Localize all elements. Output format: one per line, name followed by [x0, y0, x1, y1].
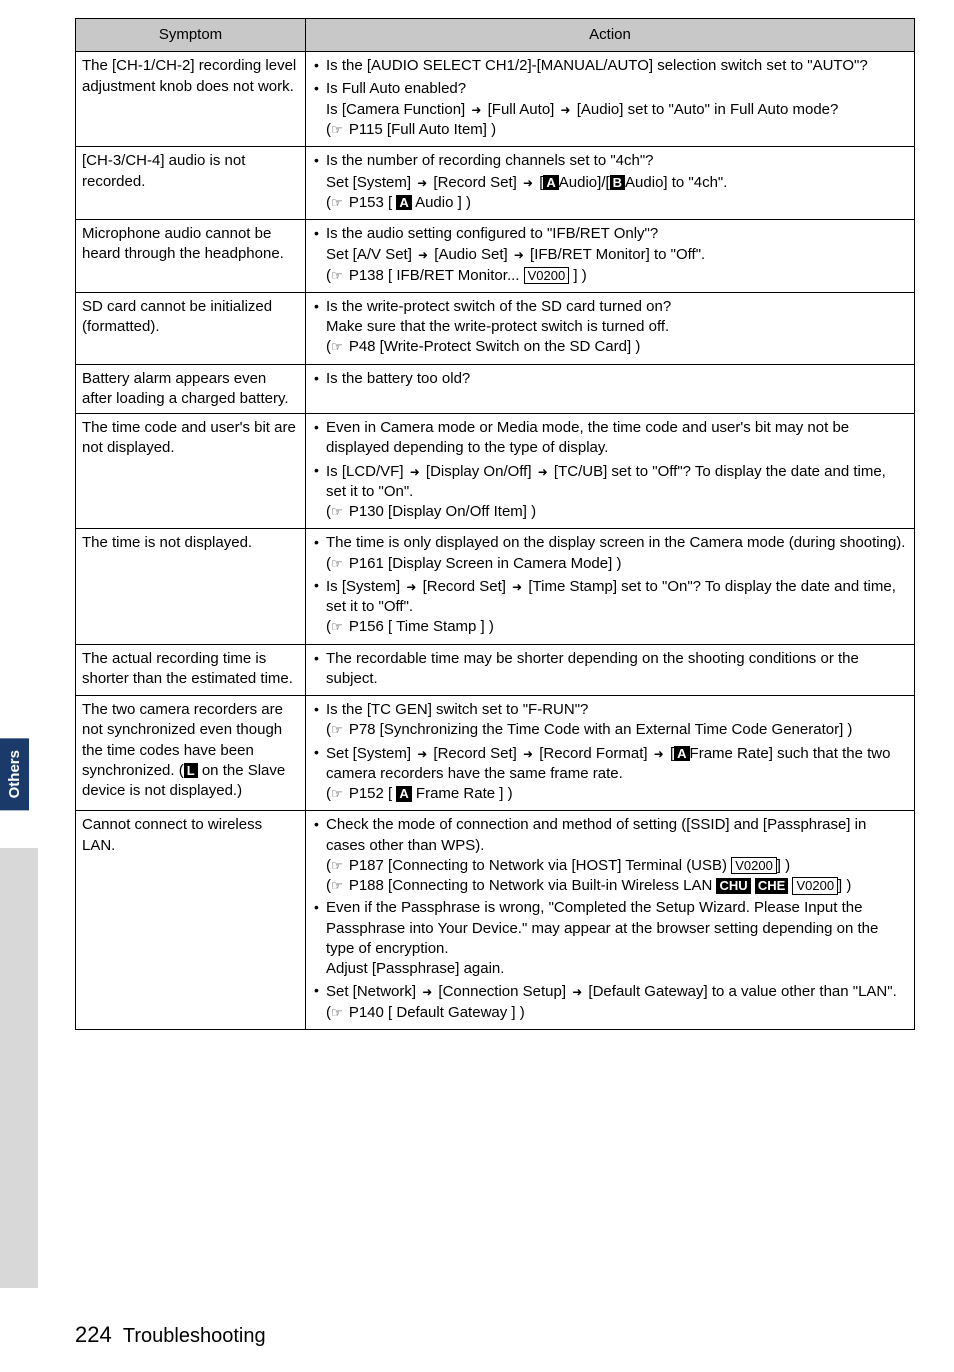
action-item: Even if the Passphrase is wrong, "Comple… — [312, 898, 908, 979]
action-item: Is the battery too old? — [312, 369, 908, 389]
action-item: Is the [TC GEN] switch set to "F-RUN"?( … — [312, 700, 908, 741]
symptom-cell: Cannot connect to wireless LAN. — [76, 811, 306, 1030]
action-item: Is the number of recording channels set … — [312, 151, 908, 213]
troubleshooting-table: Symptom Action The [CH-1/CH-2] recording… — [75, 18, 915, 1030]
action-cell: The time is only displayed on the displa… — [306, 529, 915, 644]
action-cell: The recordable time may be shorter depen… — [306, 644, 915, 696]
page-title: Troubleshooting — [123, 1325, 266, 1347]
action-item: Is [System] [Record Set] [Time Stamp] se… — [312, 576, 908, 638]
action-item: Is [LCD/VF] [Display On/Off] [TC/UB] set… — [312, 461, 908, 523]
action-cell: Is the audio setting configured to "IFB/… — [306, 220, 915, 293]
action-item: The time is only displayed on the displa… — [312, 533, 908, 574]
action-cell: Is the [TC GEN] switch set to "F-RUN"?( … — [306, 696, 915, 811]
symptom-cell: The [CH-1/CH-2] recording level adjustme… — [76, 52, 306, 147]
symptom-cell: The time code and user's bit are not dis… — [76, 414, 306, 529]
action-cell: Is the number of recording channels set … — [306, 147, 915, 220]
header-action: Action — [306, 19, 915, 52]
symptom-cell: Microphone audio cannot be heard through… — [76, 220, 306, 293]
action-item: Check the mode of connection and method … — [312, 815, 908, 896]
action-item: Set [Network] [Connection Setup] [Defaul… — [312, 981, 908, 1023]
symptom-cell: SD card cannot be initialized (formatted… — [76, 292, 306, 364]
symptom-cell: The time is not displayed. — [76, 529, 306, 644]
side-tab-label: Others — [0, 738, 29, 810]
action-item: The recordable time may be shorter depen… — [312, 649, 908, 690]
header-symptom: Symptom — [76, 19, 306, 52]
action-item: Is the write-protect switch of the SD ca… — [312, 297, 908, 358]
action-item: Even in Camera mode or Media mode, the t… — [312, 418, 908, 459]
action-item: Is the audio setting configured to "IFB/… — [312, 224, 908, 286]
action-cell: Is the [AUDIO SELECT CH1/2]-[MANUAL/AUTO… — [306, 52, 915, 147]
symptom-cell: Battery alarm appears even after loading… — [76, 364, 306, 414]
symptom-cell: [CH-3/CH-4] audio is not recorded. — [76, 147, 306, 220]
action-cell: Is the battery too old? — [306, 364, 915, 414]
action-item: Is Full Auto enabled?Is [Camera Function… — [312, 79, 908, 141]
side-tab-blank — [0, 848, 38, 1288]
action-item: Is the [AUDIO SELECT CH1/2]-[MANUAL/AUTO… — [312, 56, 908, 76]
action-cell: Even in Camera mode or Media mode, the t… — [306, 414, 915, 529]
side-tab: Others — [0, 738, 38, 898]
symptom-cell: The actual recording time is shorter tha… — [76, 644, 306, 696]
action-item: Set [System] [Record Set] [Record Format… — [312, 743, 908, 805]
action-cell: Is the write-protect switch of the SD ca… — [306, 292, 915, 364]
page-footer: 224 Troubleshooting — [75, 1322, 266, 1348]
page-number: 224 — [75, 1322, 112, 1347]
symptom-cell: The two camera recorders are not synchro… — [76, 696, 306, 811]
action-cell: Check the mode of connection and method … — [306, 811, 915, 1030]
